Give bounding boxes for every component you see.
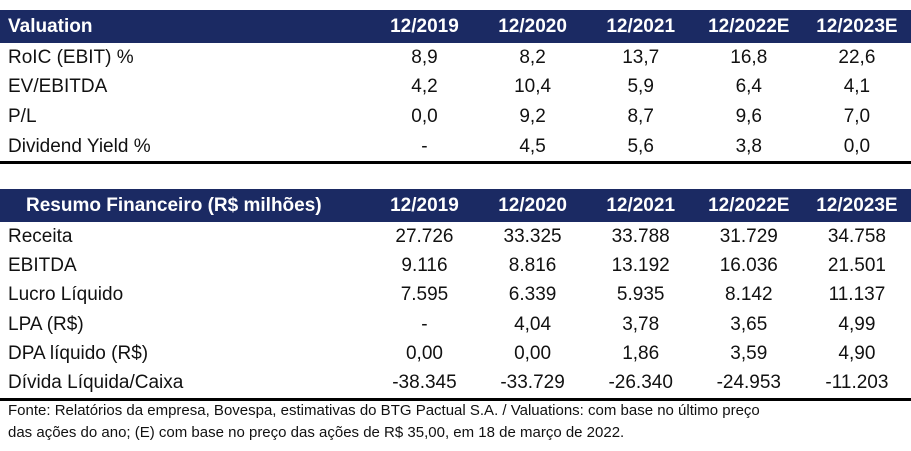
row-value: - (421, 313, 428, 335)
row-value: 8.816 (508, 254, 557, 276)
row-value: 34.758 (827, 225, 886, 247)
row-value: 33.325 (503, 225, 562, 247)
row-value: 3,59 (730, 342, 768, 364)
table-row: EV/EBITDA 4,2 10,4 5,9 6,4 4,1 (0, 73, 911, 103)
table-row: EBITDA 9.116 8.816 13.192 16.036 21.501 (0, 251, 911, 280)
row-label: RoIC (EBIT) % (8, 46, 134, 68)
row-value: 27.726 (395, 225, 454, 247)
row-value: 0,0 (411, 105, 438, 127)
row-value: 5,9 (627, 76, 654, 98)
row-value: 4,99 (838, 313, 876, 335)
resumo-header-row: Resumo Financeiro (R$ milhões) 12/2019 1… (0, 189, 911, 222)
row-value: 4,1 (843, 76, 871, 98)
row-value: 4,90 (838, 342, 876, 364)
row-value: 8,7 (627, 105, 654, 127)
table-row: LPA (R$) - 4,04 3,78 3,65 4,99 (0, 310, 911, 339)
resumo-year-header: 12/2023E (802, 189, 911, 222)
row-value: -11.203 (802, 368, 911, 401)
row-value: 22,6 (838, 46, 876, 68)
table-row: Dividend Yield % - 4,5 5,6 3,8 0,0 (0, 131, 911, 165)
valuation-table: Valuation 12/2019 12/2020 12/2021 12/202… (0, 10, 911, 165)
row-value: 9,2 (519, 105, 546, 127)
row-value: 4,2 (411, 76, 438, 98)
row-label: Dividend Yield % (0, 131, 371, 165)
row-value: 6,4 (735, 76, 762, 98)
source-footnote: Fonte: Relatórios da empresa, Bovespa, e… (8, 400, 903, 444)
row-label: EBITDA (8, 254, 77, 276)
row-value: 4,04 (514, 313, 552, 335)
row-value: 5,6 (586, 131, 695, 165)
row-value: 9,6 (735, 105, 762, 127)
resumo-year-header: 12/2020 (478, 189, 587, 222)
row-label: P/L (8, 105, 37, 127)
row-value: 7.595 (400, 284, 449, 306)
row-value: 16.036 (719, 254, 778, 276)
row-value: 4,5 (478, 131, 587, 165)
row-value: 3,78 (622, 313, 660, 335)
table-row: Dívida Líquida/Caixa -38.345 -33.729 -26… (0, 368, 911, 401)
row-label: Receita (8, 225, 73, 247)
row-value: - (370, 131, 479, 165)
row-value: 7,0 (843, 105, 871, 127)
row-value: 0,00 (405, 342, 443, 364)
valuation-header-row: Valuation 12/2019 12/2020 12/2021 12/202… (0, 10, 911, 43)
row-value: 5.935 (616, 284, 665, 306)
table-row: Lucro Líquido 7.595 6.339 5.935 8.142 11… (0, 281, 911, 310)
valuation-year-header: 12/2021 (586, 10, 695, 43)
row-value: 16,8 (730, 46, 768, 68)
table-row: P/L 0,0 9,2 8,7 9,6 7,0 (0, 102, 911, 132)
row-value: -33.729 (478, 368, 587, 401)
row-value: 8,9 (411, 46, 438, 68)
row-value: 9.116 (401, 254, 448, 276)
resumo-year-header: 12/2022E (694, 189, 803, 222)
row-value: 10,4 (514, 76, 552, 98)
resumo-year-header: 12/2021 (586, 189, 695, 222)
row-value: 3,8 (694, 131, 803, 165)
valuation-year-header: 12/2023E (802, 10, 911, 43)
row-value: 6.339 (508, 284, 557, 306)
row-value: 13.192 (611, 254, 670, 276)
row-value: 13,7 (622, 46, 660, 68)
valuation-year-header: 12/2019 (370, 10, 479, 43)
row-value: 8.142 (725, 284, 773, 306)
row-label: Lucro Líquido (8, 284, 124, 306)
row-label: EV/EBITDA (8, 76, 108, 98)
table-row: DPA líquido (R$) 0,00 0,00 1,86 3,59 4,9… (0, 339, 911, 368)
footnote-line: Fonte: Relatórios da empresa, Bovespa, e… (8, 402, 760, 419)
row-value: 21.501 (827, 254, 886, 276)
row-value: 3,65 (730, 313, 768, 335)
row-value: 1,86 (622, 342, 660, 364)
valuation-year-header: 12/2020 (478, 10, 587, 43)
row-value: 0,0 (802, 131, 911, 165)
valuation-title: Valuation (0, 10, 371, 43)
row-label: DPA líquido (R$) (8, 342, 149, 364)
row-value: 8,2 (519, 46, 546, 68)
footnote-line: das ações do ano; (E) com base no preço … (8, 424, 625, 441)
row-value: 11.137 (828, 284, 886, 306)
table-row: Receita 27.726 33.325 33.788 31.729 34.7… (0, 222, 911, 251)
resumo-title: Resumo Financeiro (R$ milhões) (0, 189, 371, 222)
valuation-year-header: 12/2022E (694, 10, 803, 43)
row-value: -38.345 (370, 368, 479, 401)
row-label: LPA (R$) (8, 313, 84, 335)
row-value: -24.953 (694, 368, 803, 401)
table-row: RoIC (EBIT) % 8,9 8,2 13,7 16,8 22,6 (0, 43, 911, 73)
row-value: -26.340 (586, 368, 695, 401)
resumo-financeiro-table: Resumo Financeiro (R$ milhões) 12/2019 1… (0, 189, 911, 401)
resumo-year-header: 12/2019 (370, 189, 479, 222)
row-value: 0,00 (514, 342, 552, 364)
row-value: 31.729 (719, 225, 778, 247)
row-value: 33.788 (611, 225, 670, 247)
row-label: Dívida Líquida/Caixa (0, 368, 371, 401)
